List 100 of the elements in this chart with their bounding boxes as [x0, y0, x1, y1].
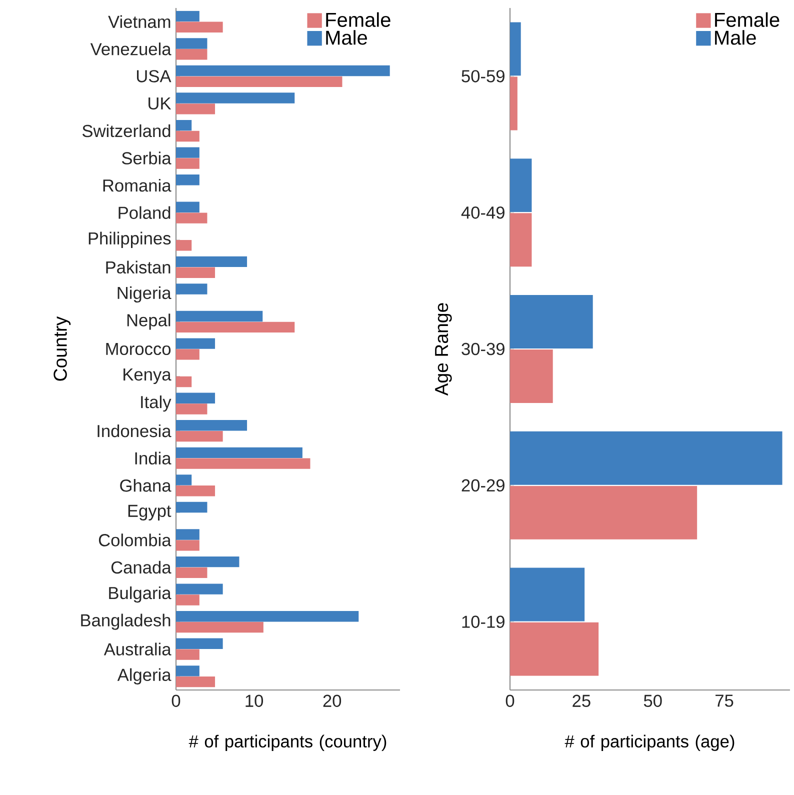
bar [176, 502, 208, 513]
bar [176, 649, 200, 660]
x-tick-label: 0 [506, 694, 514, 707]
y-tick-label: 50-59 [462, 70, 504, 82]
bar [176, 322, 295, 333]
y-tick-label: Canada [111, 560, 172, 574]
y-tick-label: India [135, 452, 172, 464]
bar [176, 420, 248, 431]
bar [176, 392, 216, 404]
y-tick-label: 10-19 [462, 616, 504, 628]
bar [176, 338, 216, 349]
bar [176, 486, 216, 496]
y-tick-label: Kenya [124, 368, 172, 384]
bar [510, 486, 698, 540]
y-tick-label: Poland [118, 206, 170, 219]
bar [510, 22, 521, 76]
bar [176, 666, 200, 676]
x-tick-label: 50 [644, 694, 662, 707]
y-tick-label: Indonesia [98, 424, 172, 438]
y-tick-label: Australia [104, 642, 172, 656]
bar [176, 638, 223, 649]
y-tick-label: Romania [103, 178, 172, 192]
x-tick-label: 25 [572, 694, 590, 707]
y-tick-label: 30-39 [462, 342, 504, 356]
bar [176, 120, 192, 131]
bar [176, 474, 192, 486]
y-tick-label: Algeria [117, 668, 172, 684]
y-tick-label: USA [136, 70, 172, 82]
y-tick-label: Venezuela [90, 42, 172, 56]
bar [176, 284, 208, 294]
bar [510, 431, 782, 485]
bar [510, 622, 599, 676]
bar [176, 458, 310, 469]
bar [176, 556, 240, 568]
bar [176, 567, 208, 578]
y-tick-label: Nigeria [118, 286, 172, 303]
bar [510, 76, 518, 130]
bar [176, 447, 302, 458]
legend-label: Female [715, 12, 780, 27]
x-tick-label: 10 [246, 694, 264, 707]
bar [510, 568, 585, 622]
x-axis-title: # of participants (country) [188, 734, 386, 751]
legend-label: Male [715, 30, 756, 45]
y-tick-label: Italy [141, 395, 172, 412]
bar [176, 529, 200, 540]
bar [176, 38, 208, 49]
bar [176, 611, 359, 622]
y-tick-label: Switzerland [82, 124, 170, 138]
y-tick-label: Vietnam [108, 15, 170, 28]
bar [176, 202, 200, 212]
x-tick-label: 0 [172, 694, 180, 707]
y-tick-label: Nepal [127, 314, 170, 330]
bar [176, 540, 200, 551]
y-tick-label: Colombia [98, 534, 172, 546]
bar [176, 676, 216, 688]
bar [176, 10, 200, 22]
bar [176, 256, 248, 268]
y-tick-label: UK [148, 97, 172, 110]
y-axis-title: Age Range [435, 303, 452, 396]
x-tick-label: 20 [323, 694, 342, 707]
legend-label: Female [326, 12, 390, 27]
legend-label: Male [326, 30, 368, 45]
bar [176, 49, 208, 60]
x-axis-title: # of participants (age) [564, 734, 734, 751]
bar [176, 430, 223, 442]
bar [176, 130, 200, 142]
y-tick-label: Egypt [128, 504, 172, 520]
bar [510, 294, 593, 348]
bar [176, 92, 295, 104]
bar [176, 174, 200, 186]
bar [176, 147, 200, 158]
y-tick-label: 40-49 [461, 206, 504, 219]
bar [176, 240, 192, 251]
bar [176, 76, 342, 88]
bar [176, 65, 390, 76]
bar [176, 622, 264, 633]
x-tick-label: 75 [716, 694, 734, 707]
bar [176, 310, 263, 322]
bar [510, 213, 532, 267]
bar [176, 22, 223, 32]
y-tick-label: Bulgaria [109, 586, 172, 603]
bar [176, 404, 208, 414]
y-axis-title: Country [54, 316, 71, 381]
y-tick-label: Morocco [106, 342, 171, 356]
y-tick-label: Pakistan [106, 260, 170, 274]
bar [176, 267, 216, 278]
y-tick-label: Serbia [122, 152, 172, 164]
bar [176, 349, 200, 360]
bar [176, 104, 216, 114]
bar [176, 212, 208, 224]
bar [176, 584, 223, 594]
y-tick-label: Ghana [120, 479, 172, 492]
bar [510, 350, 553, 404]
bar [510, 158, 532, 212]
y-tick-label: Philippines [88, 232, 171, 248]
bar [176, 594, 200, 606]
y-tick-label: 20-29 [462, 479, 504, 492]
bar [176, 158, 200, 169]
y-tick-label: Bangladesh [81, 614, 170, 630]
bar [176, 376, 192, 388]
